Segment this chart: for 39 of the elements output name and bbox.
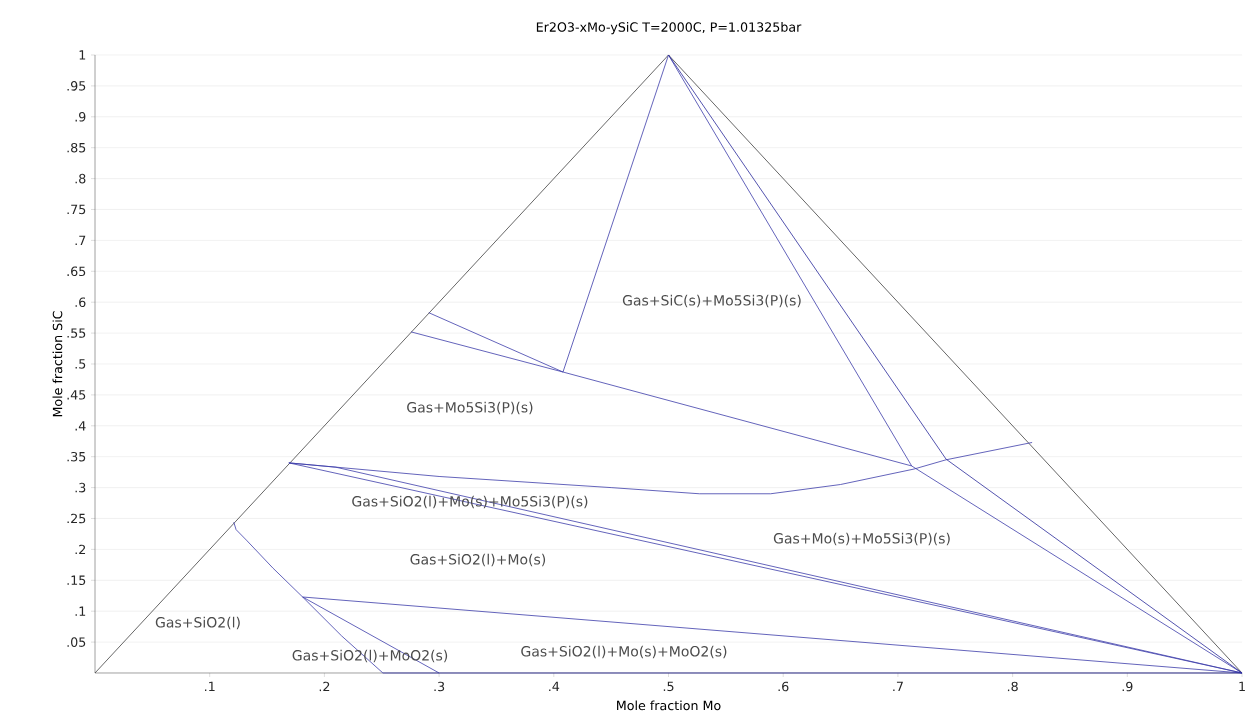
x-axis-title: Mole fraction Mo (617, 700, 721, 711)
x-tick-label: .4 (549, 681, 560, 691)
y-tick-label: .1 (75, 606, 86, 616)
annotation: Gas+Mo5Si3(P)(s) (407, 401, 533, 415)
annotation: Gas+SiO2(l)+Mo(s) (410, 553, 546, 567)
y-tick-label: .35 (67, 451, 86, 462)
chart-title: Er2O3-xMo-ySiC T=2000C, P=1.01325bar (536, 22, 802, 35)
y-tick-label: .8 (75, 173, 86, 184)
y-tick-label: .05 (67, 637, 86, 647)
annotation: Gas+Mo(s)+Mo5Si3(P)(s) (773, 532, 950, 546)
annotation: Gas+SiO2(l)+Mo(s)+MoO2(s) (521, 645, 727, 659)
y-tick-label: .25 (67, 513, 86, 524)
y-axis-title: Mole fraction SiC (52, 311, 63, 417)
x-tick-label: .9 (1122, 681, 1133, 692)
y-tick-label: .55 (67, 328, 86, 338)
y-tick-label: .65 (67, 266, 86, 277)
y-tick-label: .15 (67, 575, 86, 586)
x-tick-label: .1 (205, 681, 215, 691)
x-tick-label: .7 (893, 681, 903, 691)
x-tick-label: .6 (778, 681, 789, 692)
y-tick-label: .3 (75, 482, 86, 493)
y-tick-label: .6 (75, 297, 86, 307)
x-tick-label: .3 (434, 681, 445, 692)
y-tick-label: 1 (79, 50, 86, 60)
annotation: Gas+SiC(s)+Mo5Si3(P)(s) (622, 294, 801, 308)
x-tick-label: .8 (1007, 681, 1018, 692)
y-tick-label: .5 (75, 359, 86, 369)
x-tick-label: 1 (1239, 681, 1245, 691)
y-tick-label: .7 (75, 235, 86, 246)
y-tick-label: .95 (67, 81, 86, 91)
y-tick-label: .9 (75, 111, 86, 122)
annotation: Gas+SiO2(l) (155, 616, 240, 630)
y-tick-label: .2 (75, 544, 86, 555)
y-tick-label: .45 (67, 390, 86, 400)
y-tick-label: .75 (67, 204, 86, 215)
y-tick-label: .4 (75, 421, 86, 431)
x-tick-label: .5 (663, 681, 674, 692)
y-tick-label: .85 (67, 142, 86, 153)
x-tick-label: .2 (319, 681, 330, 692)
